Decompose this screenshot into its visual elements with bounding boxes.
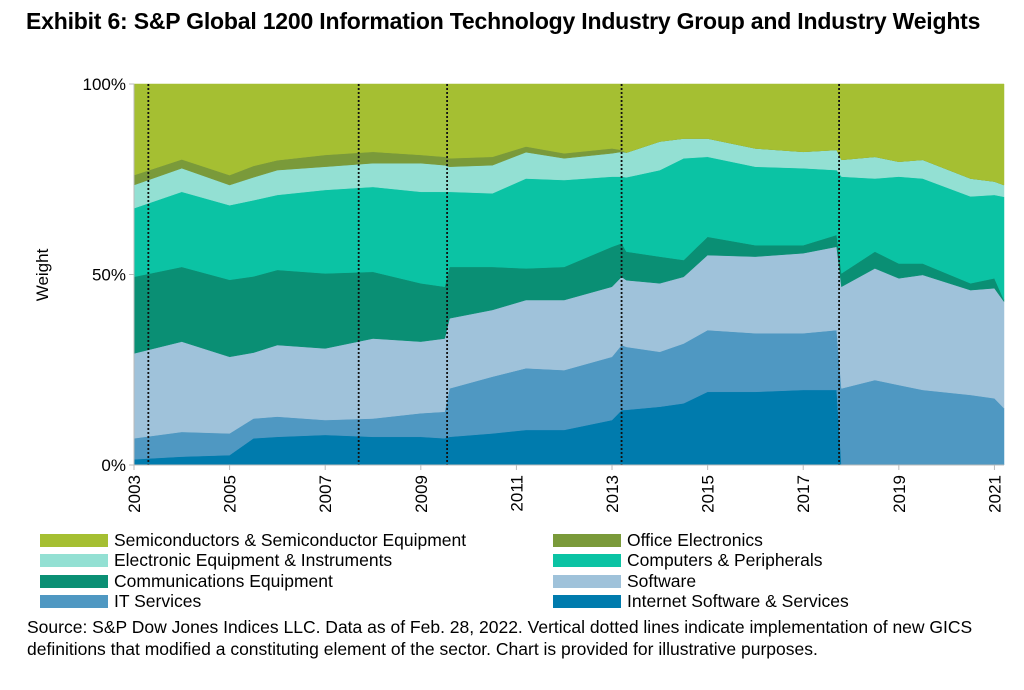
x-tick-label: 2017 [794,475,813,513]
legend-label: Semiconductors & Semiconductor Equipment [114,529,467,550]
legend-item: Office Electronics [553,530,763,550]
x-tick-label: 2011 [507,475,526,512]
legend-label: IT Services [114,591,202,611]
legend-item: Semiconductors & Semiconductor Equipment [40,530,466,550]
y-tick-label: 50% [92,266,126,285]
legend-swatch [40,595,108,608]
legend-item: Electronic Equipment & Instruments [40,550,393,571]
y-axis-label: Weight [33,248,52,301]
x-tick-label: 2013 [603,475,622,513]
legend-label: Communications Equipment [114,570,333,591]
legend-item: Computers & Peripherals [553,550,823,571]
stacked-area-chart: 0% 50% 100% 2003 2005 2007 2009 2011 2013 2015 201… [33,75,1005,513]
x-tick-label: 2009 [412,475,431,513]
legend-swatch [553,554,621,567]
legend-item: Software [553,571,696,591]
source-note: Source: S&P Dow Jones Indices LLC. Data … [27,617,973,659]
chart-title: Exhibit 6: S&P Global 1200 Information T… [26,8,981,34]
x-tick-label: 2007 [316,475,335,513]
legend-swatch [553,595,621,608]
legend-swatch [40,574,108,588]
legend-item: Internet Software & Services [553,591,849,612]
x-tick-label: 2015 [699,475,718,513]
y-tick-label: 100% [83,75,126,94]
axes: 0% 50% 100% 2003 2005 2007 2009 2011 2013 2015 201… [83,75,1005,513]
y-tick-label: 0% [101,456,126,475]
legend-swatch [553,574,621,588]
legend-label: Electronic Equipment & Instruments [114,550,393,570]
area-layers [133,83,1005,466]
legend-label: Internet Software & Services [627,591,849,611]
legend-item: Communications Equipment [40,571,333,591]
x-tick-label: 2005 [221,475,240,513]
x-tick-label: 2019 [890,475,909,513]
legend-label: Computers & Peripherals [627,550,823,570]
gics-change-lines [147,84,840,465]
x-tick-label: 2021 [985,475,1004,513]
x-tick-label: 2003 [125,475,144,513]
legend-label: Office Electronics [627,529,763,550]
legend-swatch [40,533,108,547]
legend-swatch [40,554,108,567]
legend-item: IT Services [40,591,202,612]
legend-label: Software [627,570,697,591]
legend-swatch [553,533,621,547]
